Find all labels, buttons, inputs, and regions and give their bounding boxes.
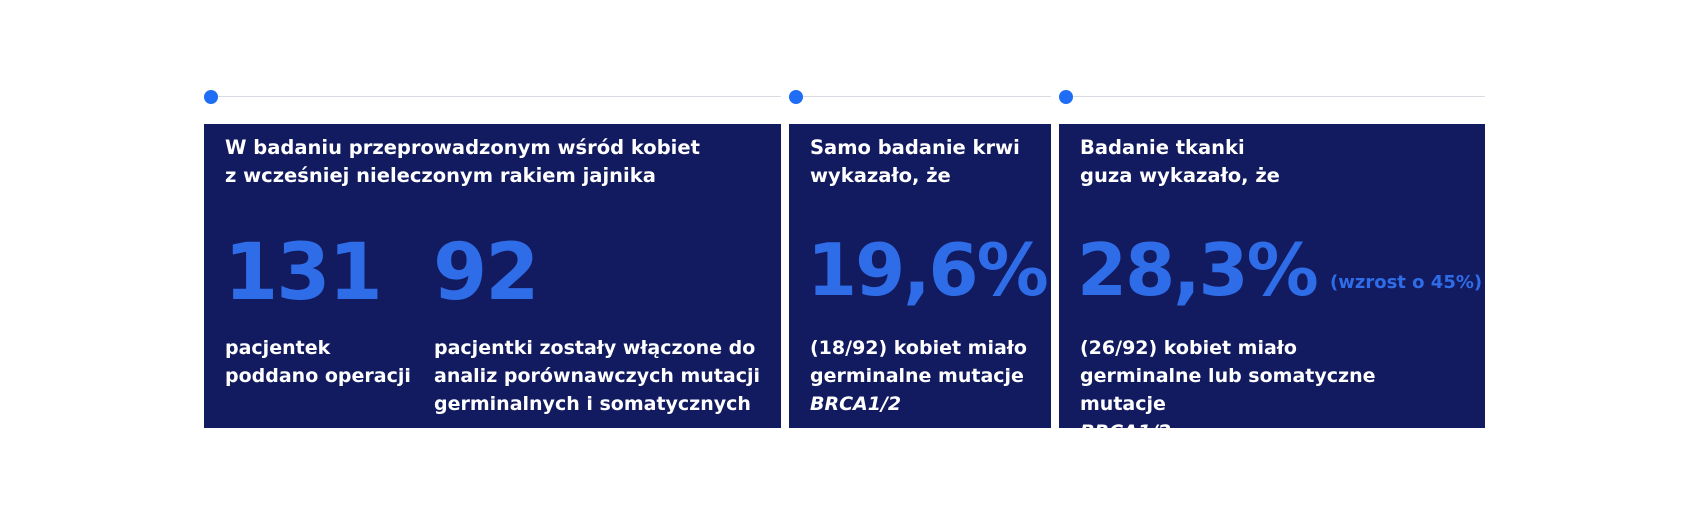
column-tissue-test: Badanie tkanki guza wykazało, że 28,3% (… bbox=[1059, 87, 1485, 443]
timeline bbox=[1059, 87, 1485, 107]
stat-note-increase: (wzrost o 45%) bbox=[1330, 272, 1483, 293]
card-heading: W badaniu przeprowadzonym wśród kobiet z… bbox=[225, 136, 700, 187]
card-heading: Samo badanie krwi wykazało, że bbox=[810, 136, 1020, 187]
stat-desc-tissue: (26/92) kobiet miało germinalne lub soma… bbox=[1080, 337, 1376, 443]
timeline bbox=[204, 87, 781, 107]
timeline-line bbox=[218, 96, 781, 97]
blood-test-card: Samo badanie krwi wykazało, że 19,6% (18… bbox=[789, 124, 1051, 428]
stat-desc-blood: (18/92) kobiet miało germinalne mutacje … bbox=[810, 337, 1027, 415]
column-blood-test: Samo badanie krwi wykazało, że 19,6% (18… bbox=[789, 87, 1051, 428]
study-card: W badaniu przeprowadzonym wśród kobiet z… bbox=[204, 124, 781, 428]
timeline bbox=[789, 87, 1051, 107]
stat-value-blood: 19,6% bbox=[807, 228, 1049, 312]
timeline-line bbox=[1073, 96, 1485, 97]
card-heading: Badanie tkanki guza wykazało, że bbox=[1080, 136, 1280, 187]
column-study: W badaniu przeprowadzonym wśród kobiet z… bbox=[204, 87, 781, 428]
timeline-dot-icon bbox=[1059, 90, 1073, 104]
stat-value-tissue: 28,3% bbox=[1077, 228, 1319, 312]
stat-value-patients: 131 bbox=[224, 228, 383, 318]
stat-value-analyzed: 92 bbox=[433, 228, 540, 318]
timeline-dot-icon bbox=[789, 90, 803, 104]
timeline-line bbox=[803, 96, 1051, 97]
timeline-dot-icon bbox=[204, 90, 218, 104]
stat-desc-patients: pacjentek poddano operacji bbox=[225, 337, 411, 387]
stat-desc-analyzed: pacjentki zostały włączone do analiz por… bbox=[434, 337, 761, 415]
tissue-test-card: Badanie tkanki guza wykazało, że 28,3% (… bbox=[1059, 124, 1485, 443]
